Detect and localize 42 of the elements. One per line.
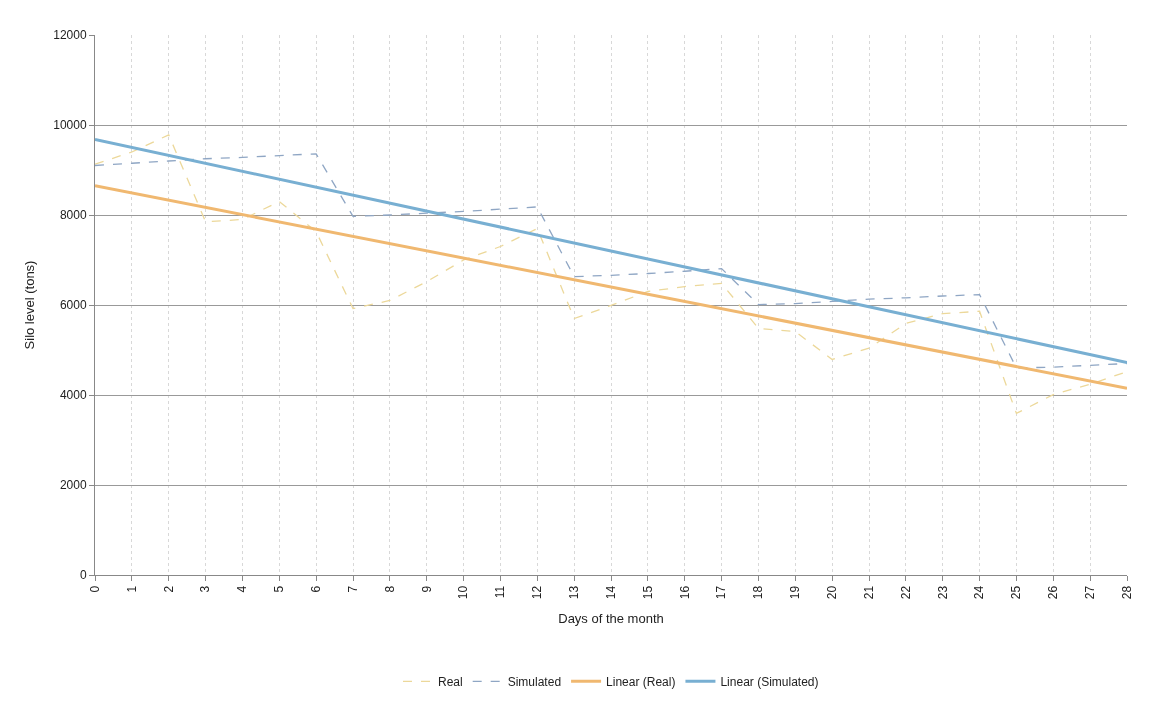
y-tick-label: 4000 xyxy=(59,388,87,403)
x-tick-label: 27 xyxy=(1083,585,1098,600)
x-tick-label: 0 xyxy=(87,585,102,593)
x-tick-label: 8 xyxy=(382,585,397,593)
legend-label: Real xyxy=(438,674,463,689)
x-tick-label: 15 xyxy=(640,585,655,600)
y-tick-label: 12000 xyxy=(53,28,87,43)
x-tick-label: 20 xyxy=(825,585,840,600)
x-tick-label: 10 xyxy=(456,585,471,600)
x-tick-label: 28 xyxy=(1119,585,1134,600)
y-tick-label: 0 xyxy=(79,568,87,583)
x-tick-label: 4 xyxy=(235,585,250,593)
legend-label: Linear (Real) xyxy=(606,674,676,689)
x-tick-label: 25 xyxy=(1009,585,1024,600)
x-tick-label: 5 xyxy=(272,585,287,593)
y-tick-label: 8000 xyxy=(59,208,87,223)
x-tick-label: 2 xyxy=(161,585,176,593)
x-tick-label: 26 xyxy=(1046,585,1061,600)
x-tick-label: 22 xyxy=(898,585,913,600)
x-tick-label: 13 xyxy=(567,585,582,600)
y-tick-label: 10000 xyxy=(53,118,87,133)
x-tick-label: 11 xyxy=(493,585,508,599)
x-tick-label: 18 xyxy=(751,585,766,600)
x-tick-label: 3 xyxy=(198,585,213,593)
x-tick-label: 7 xyxy=(345,585,360,593)
y-axis-title: Silo level (tons) xyxy=(22,260,38,350)
x-tick-label: 14 xyxy=(603,585,618,600)
x-tick-label: 16 xyxy=(677,585,692,600)
x-tick-label: 9 xyxy=(419,585,434,593)
x-tick-label: 24 xyxy=(972,585,987,600)
x-axis-title: Days of the month xyxy=(558,610,664,626)
y-tick-label: 2000 xyxy=(59,478,87,493)
x-tick-label: 6 xyxy=(309,585,324,593)
x-tick-label: 1 xyxy=(124,585,139,593)
y-tick-label: 6000 xyxy=(59,298,87,313)
legend-label: Simulated xyxy=(507,674,562,689)
x-tick-label: 12 xyxy=(530,585,545,600)
x-tick-label: 17 xyxy=(714,585,729,600)
legend-label: Linear (Simulated) xyxy=(720,674,819,689)
x-tick-label: 21 xyxy=(861,585,876,600)
x-tick-label: 23 xyxy=(935,585,950,600)
x-tick-label: 19 xyxy=(788,585,803,600)
